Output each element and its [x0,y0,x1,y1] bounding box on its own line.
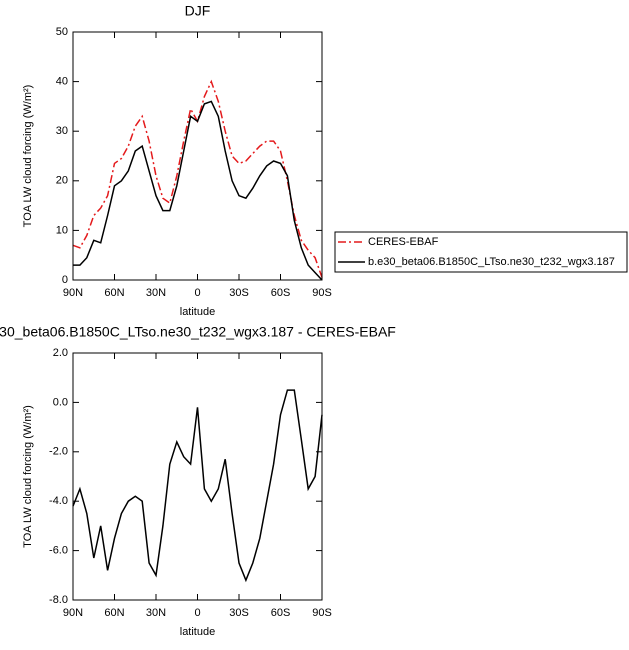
x-axis-label: latitude [180,306,215,318]
y-tick-label: -2.0 [49,446,68,458]
y-tick-label: 30 [56,125,68,137]
y-tick-label: -8.0 [49,594,68,606]
plot-frame [72,352,323,601]
chart-title: 30_beta06.B1850C_LTso.ne30_t232_wgx3.187… [0,324,396,340]
data-line [73,100,323,281]
data-line [72,79,323,278]
x-tick-label: 60S [271,607,291,619]
plot-frame [72,31,323,281]
x-tick-label: 0 [194,287,200,299]
y-axis-label: TOA LW cloud forcing (W/m²) [22,85,34,228]
y-tick-label: 20 [56,175,68,187]
y-tick-label: 40 [56,76,68,88]
x-tick-label: 90N [63,607,83,619]
x-tick-label: 30N [146,607,166,619]
x-tick-label: 0 [194,607,200,619]
y-tick-label: 10 [56,224,68,236]
x-tick-label: 90N [63,287,83,299]
data-line [72,389,323,583]
legend-box [334,231,628,273]
y-tick-label: 0.0 [53,396,68,408]
x-tick-label: 60S [271,287,291,299]
x-tick-label: 90S [312,607,332,619]
y-tick-label: 2.0 [53,347,68,359]
chart-title: DJF [185,3,211,19]
x-axis-label: latitude [180,626,215,638]
x-tick-label: 90S [312,287,332,299]
x-tick-label: 60N [104,287,124,299]
x-tick-label: 60N [104,607,124,619]
y-tick-label: 50 [56,26,68,38]
x-tick-label: 30S [229,607,249,619]
y-tick-label: -6.0 [49,545,68,557]
x-tick-label: 30N [146,287,166,299]
y-axis-label: TOA LW cloud forcing (W/m²) [22,405,34,548]
y-tick-label: -4.0 [49,495,68,507]
x-tick-label: 30S [229,287,249,299]
legend-label: CERES-EBAF [368,236,439,248]
legend-label: b.e30_beta06.B1850C_LTso.ne30_t232_wgx3.… [368,256,615,268]
y-tick-label: 0 [62,274,68,286]
